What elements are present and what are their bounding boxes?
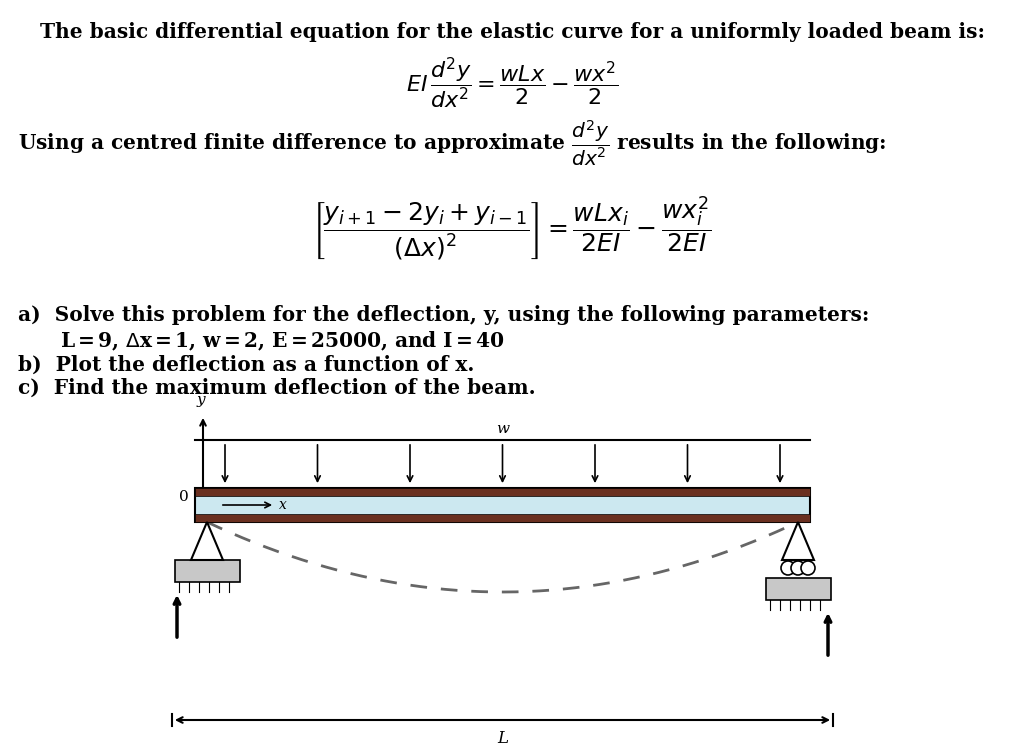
Text: L: L xyxy=(497,730,508,744)
Text: The basic differential equation for the elastic curve for a uniformly loaded bea: The basic differential equation for the … xyxy=(40,22,984,42)
Text: w: w xyxy=(496,422,509,436)
Bar xyxy=(195,514,810,522)
Text: y: y xyxy=(197,393,206,407)
Polygon shape xyxy=(782,522,814,560)
Text: c)  Find the maximum deflection of the beam.: c) Find the maximum deflection of the be… xyxy=(18,378,536,398)
Polygon shape xyxy=(191,522,223,560)
Bar xyxy=(195,488,810,522)
Text: b)  Plot the deflection as a function of x.: b) Plot the deflection as a function of … xyxy=(18,355,474,375)
Text: x: x xyxy=(279,498,287,512)
Circle shape xyxy=(801,561,815,575)
Bar xyxy=(175,560,240,582)
Circle shape xyxy=(791,561,805,575)
Text: 0: 0 xyxy=(179,490,189,504)
Bar xyxy=(195,488,810,496)
Text: Using a centred finite difference to approximate $\dfrac{d^2y}{dx^2}$ results in: Using a centred finite difference to app… xyxy=(18,118,887,167)
Text: L$\,$=$\,$9, $\Delta$x$\,$=$\,$1, w$\,$=$\,$2, E$\,$=$\,$25000, and I$\,$=$\,$40: L$\,$=$\,$9, $\Delta$x$\,$=$\,$1, w$\,$=… xyxy=(60,330,505,353)
Circle shape xyxy=(781,561,795,575)
Bar xyxy=(766,578,831,600)
Text: a)  Solve this problem for the deflection, y, using the following parameters:: a) Solve this problem for the deflection… xyxy=(18,305,869,325)
Text: $\left[\dfrac{y_{i+1} - 2y_i + y_{i-1}}{(\Delta x)^2}\right] = \dfrac{wLx_i}{2EI: $\left[\dfrac{y_{i+1} - 2y_i + y_{i-1}}{… xyxy=(312,195,712,263)
Text: $EI\,\dfrac{d^2y}{dx^2} = \dfrac{wLx}{2} - \dfrac{wx^2}{2}$: $EI\,\dfrac{d^2y}{dx^2} = \dfrac{wLx}{2}… xyxy=(406,55,618,111)
